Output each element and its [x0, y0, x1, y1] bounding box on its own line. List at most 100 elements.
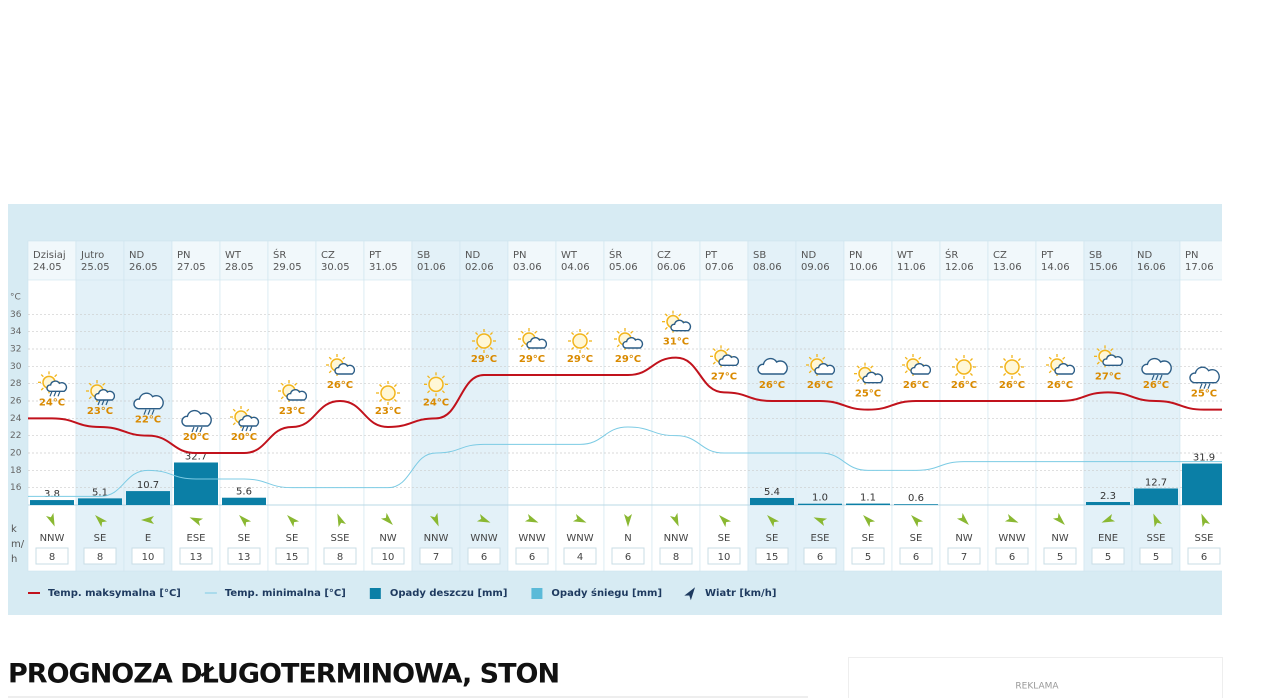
wind-speed: 10: [718, 552, 731, 563]
sun-ray: [969, 358, 973, 362]
day-name: CZ: [321, 250, 335, 261]
wind-direction: NW: [955, 533, 972, 544]
day-column: [219, 240, 269, 572]
wind-arrow: [956, 512, 969, 525]
wind-direction: SE: [94, 533, 107, 544]
day-date: 25.05: [81, 262, 110, 273]
legend-item: Wiatr [km/h]: [684, 587, 776, 601]
day-name: CZ: [993, 250, 1007, 261]
raindrop: [151, 409, 155, 415]
sun-ray: [955, 372, 959, 376]
raindrop: [105, 399, 109, 406]
day-name: CZ: [657, 250, 671, 261]
sun-ray: [102, 382, 106, 386]
wind-speed-box: [995, 547, 1029, 565]
day-date: 29.05: [273, 262, 302, 273]
rain-bar: [1182, 463, 1222, 505]
rain-label: 1.0: [812, 493, 828, 504]
day-date: 04.06: [561, 262, 590, 273]
sun-ray: [1096, 361, 1100, 365]
legend-label: Temp. maksymalna [°C]: [48, 588, 181, 599]
wind-direction: ESE: [811, 533, 830, 544]
temp-label: 20°C: [231, 432, 257, 443]
wind-arrow: [1052, 512, 1065, 525]
raindrop: [1159, 374, 1163, 381]
wind-speed-box: [419, 547, 453, 565]
header-cell: [27, 240, 77, 281]
wind-arrow: [95, 515, 108, 528]
wind-direction: SE: [238, 533, 251, 544]
wind-speed-box: [35, 547, 69, 565]
legend-item: Temp. minimalna [°C]: [204, 588, 346, 599]
wind-speed: 10: [142, 552, 155, 563]
day-column: [267, 240, 317, 572]
header-cell: [1083, 240, 1133, 281]
wind-arrow: [719, 515, 732, 528]
wind-arrow: [380, 512, 393, 525]
temp-label: 26°C: [807, 380, 833, 391]
sun: [572, 333, 588, 349]
max-temp-line: [28, 356, 1222, 454]
rain-bar: [126, 491, 170, 505]
day-column: [75, 240, 125, 572]
wind-arrow: [239, 515, 252, 528]
temp-label: 26°C: [951, 380, 977, 391]
wind-arrow: [476, 514, 491, 523]
sun-ray: [664, 326, 668, 330]
y-tick-label: 30: [10, 362, 22, 372]
raindrop: [1155, 374, 1159, 381]
wind-speed: 6: [625, 552, 631, 563]
day-date: 02.06: [465, 262, 494, 273]
weather-icon: [472, 329, 496, 353]
sun-ray: [1017, 372, 1021, 376]
day-date: 16.06: [1137, 262, 1166, 273]
sun-ray: [294, 382, 298, 386]
wind-speed-box: [803, 547, 837, 565]
wind-speed-box: [179, 547, 213, 565]
day-column: [891, 240, 941, 572]
wind-direction: NNW: [40, 533, 65, 544]
day-date: 14.06: [1041, 262, 1070, 273]
day-name: SB: [1089, 250, 1102, 261]
wind-speed-box: [755, 547, 789, 565]
sun-ray: [712, 348, 716, 352]
day-date: 15.06: [1089, 262, 1118, 273]
sun-ray: [678, 313, 682, 317]
page-heading: PROGNOZA DŁUGOTERMINOWA, STON: [8, 659, 559, 690]
wind-speed-box: [899, 547, 933, 565]
day-date: 27.05: [177, 262, 206, 273]
cloud: [622, 337, 644, 349]
wind-speed-box: [659, 547, 693, 565]
wind-direction: SSE: [1194, 533, 1213, 544]
raindrop: [49, 391, 53, 397]
sun-ray: [918, 356, 922, 360]
temp-label: 27°C: [1095, 371, 1121, 382]
wind-arrow: [813, 517, 828, 526]
wind-speed: 13: [238, 552, 251, 563]
wind-arrow: [337, 513, 346, 528]
weather-icon: [86, 380, 116, 406]
sun-ray: [726, 348, 730, 352]
y-unit: °C: [10, 293, 21, 303]
day-name: ND: [1137, 250, 1152, 261]
weather-icon: [902, 354, 932, 376]
sun-ray: [856, 365, 860, 369]
cloud: [286, 389, 308, 401]
raindrop: [199, 426, 203, 433]
sun-ray: [534, 330, 538, 334]
header-cell: [219, 240, 269, 281]
sun-ray: [664, 313, 668, 317]
header-cell: [315, 240, 365, 281]
header-cell: [987, 240, 1037, 281]
temp-label: 26°C: [759, 380, 785, 391]
cloud: [1054, 363, 1076, 375]
sun-ray: [246, 408, 250, 412]
weather-icon: [38, 371, 68, 397]
day-column: [1131, 240, 1181, 572]
sun-ray: [904, 370, 908, 374]
wind-direction: SSE: [1146, 533, 1165, 544]
day-name: PN: [1185, 250, 1199, 261]
day-date: 01.06: [417, 262, 446, 273]
y-tick-label: 20: [10, 449, 22, 459]
sun-ray: [88, 396, 92, 400]
